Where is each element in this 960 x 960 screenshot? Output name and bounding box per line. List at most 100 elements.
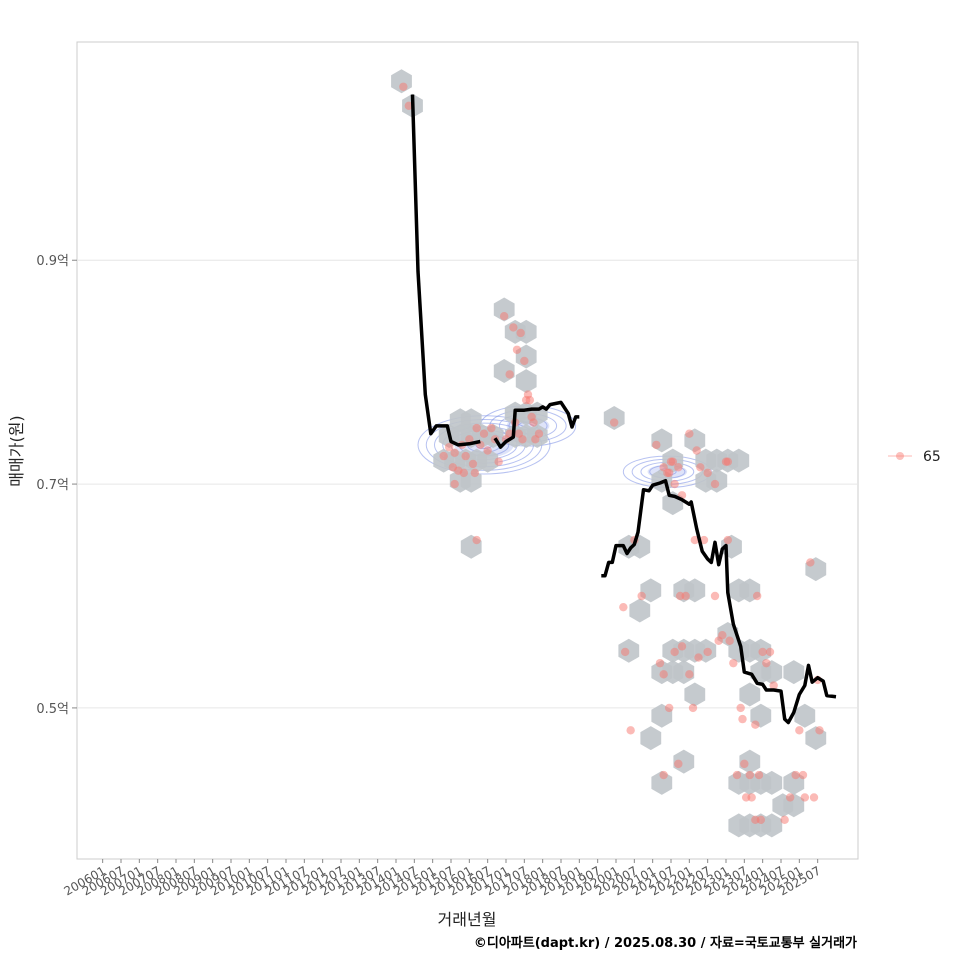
data-point [681, 591, 690, 601]
density-contour [417, 415, 551, 475]
data-point [762, 658, 771, 668]
data-point [626, 726, 635, 735]
data-point [444, 442, 454, 452]
data-point [725, 636, 734, 645]
data-point [520, 356, 529, 366]
y-tick-label: 0.9억 [36, 254, 69, 269]
data-point [710, 479, 720, 489]
data-point [769, 681, 778, 690]
data-point [529, 418, 538, 427]
data-point [664, 703, 674, 713]
data-point [450, 448, 459, 457]
data-point [699, 535, 709, 545]
y-axis-title: 매매가(원) [7, 415, 26, 486]
data-point [752, 591, 762, 601]
data-point [738, 714, 747, 724]
x-axis-labels: 2006012006072007012007072008012008072009… [61, 859, 823, 899]
data-point [685, 670, 694, 679]
data-point [483, 446, 492, 455]
hexbin [477, 448, 499, 473]
data-point [516, 328, 525, 338]
y-axis-labels: 0.5억 0.7억 0.9억 [36, 254, 77, 717]
data-point [479, 429, 489, 438]
hexbin [761, 770, 783, 795]
data-point [487, 423, 496, 433]
data-point [505, 370, 514, 379]
data-point [399, 82, 408, 91]
data-point [674, 463, 683, 472]
data-point [465, 435, 474, 444]
data-point [659, 770, 668, 780]
y-tick-label: 0.5억 [36, 702, 69, 717]
data-point [609, 418, 619, 427]
data-point [620, 647, 630, 657]
hexbin [739, 682, 761, 707]
data-point [450, 479, 459, 489]
data-point [668, 457, 678, 466]
data-point [670, 647, 679, 657]
data-point [751, 720, 760, 729]
legend-key-point [896, 452, 904, 460]
data-point [758, 647, 767, 657]
hexbin [449, 408, 471, 433]
data-point [710, 591, 720, 601]
data-point [459, 468, 469, 478]
data-point [692, 446, 701, 455]
data-point [740, 759, 749, 769]
data-point [703, 468, 712, 478]
data-point [732, 770, 742, 780]
hexbin [684, 682, 706, 707]
data-point [694, 653, 703, 662]
legend: 65 [888, 449, 941, 465]
data-point [785, 793, 795, 802]
data-point [756, 815, 766, 825]
data-point [534, 429, 544, 438]
data-point [765, 647, 775, 657]
hexbin [728, 638, 750, 663]
data-point [677, 642, 687, 651]
data-point [461, 451, 470, 461]
data-point [619, 602, 628, 612]
data-point [472, 423, 481, 433]
data-point [525, 395, 535, 405]
data-point [718, 630, 727, 640]
hexbin [640, 726, 662, 751]
data-point [736, 703, 745, 713]
data-point [512, 345, 522, 354]
x-axis-title: 거래년월 [438, 910, 497, 929]
hexbin [761, 813, 783, 838]
data-point [637, 591, 646, 601]
hexbin [515, 369, 537, 394]
data-point [729, 658, 738, 668]
data-point [655, 658, 665, 668]
data-point [670, 479, 679, 489]
data-point [685, 429, 694, 438]
data-point [659, 670, 668, 679]
data-point [791, 770, 800, 780]
data-point [690, 535, 700, 545]
y-tick-label: 0.7억 [36, 478, 69, 493]
data-point [499, 311, 509, 321]
data-point [404, 101, 414, 110]
data-point [439, 451, 448, 461]
hexbin [515, 319, 537, 344]
data-point [780, 815, 789, 825]
hexbin [629, 598, 651, 623]
data-point [509, 323, 518, 332]
moving-average-line [410, 94, 837, 725]
data-point [815, 726, 824, 735]
data-point [652, 440, 661, 450]
data-point [703, 647, 712, 657]
hexbin [728, 448, 750, 473]
hexbin [603, 406, 625, 430]
data-point [806, 558, 815, 567]
data-point [809, 793, 819, 802]
hexbin [493, 297, 515, 322]
data-point [795, 726, 804, 735]
legend-label: 65 [923, 449, 941, 465]
caption: ©디아파트(dapt.kr) / 2025.08.30 / 자료=국토교통부 실… [474, 935, 857, 951]
data-point [674, 759, 683, 769]
data-point [800, 793, 810, 802]
data-point [664, 468, 674, 478]
